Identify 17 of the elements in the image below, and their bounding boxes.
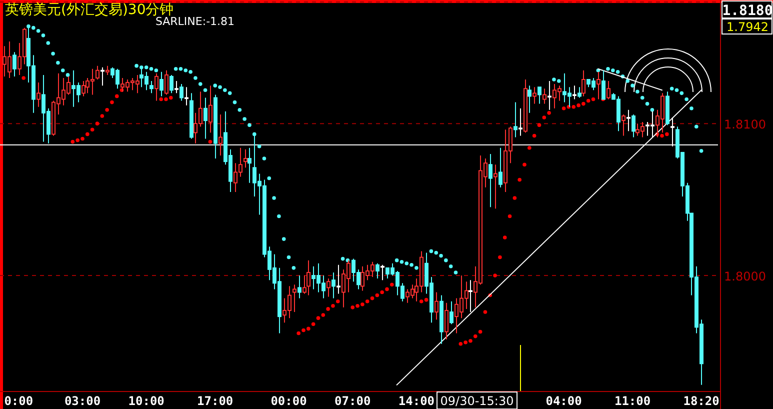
y-tick-label: 1.8000 — [724, 270, 766, 284]
x-tick-label: 03:00 — [64, 394, 101, 408]
x-tick-label: 11:00 — [614, 394, 651, 408]
x-tick-label: 04:00 — [546, 394, 582, 408]
y-tick-label: 1.8100 — [724, 118, 766, 132]
x-tick-label: 18:20 — [683, 394, 720, 408]
chart-title: 英镑美元(外汇交易)30分钟 — [5, 2, 174, 18]
x-tick-label: 0:00 — [4, 394, 34, 408]
text: 09/30-15:30 — [440, 394, 514, 408]
x-tick-label: 07:00 — [334, 394, 371, 408]
x-tick-label: 10:00 — [128, 394, 164, 408]
y-tick-label: 1.8180 — [722, 3, 773, 19]
x-tick-label: 14:00 — [398, 394, 435, 408]
x-tick-label: 00:00 — [270, 394, 307, 408]
text: 1.7942 — [726, 20, 768, 34]
annotation: SARLINE:-1.81 — [155, 15, 235, 28]
x-tick-label: 17:00 — [197, 394, 234, 408]
